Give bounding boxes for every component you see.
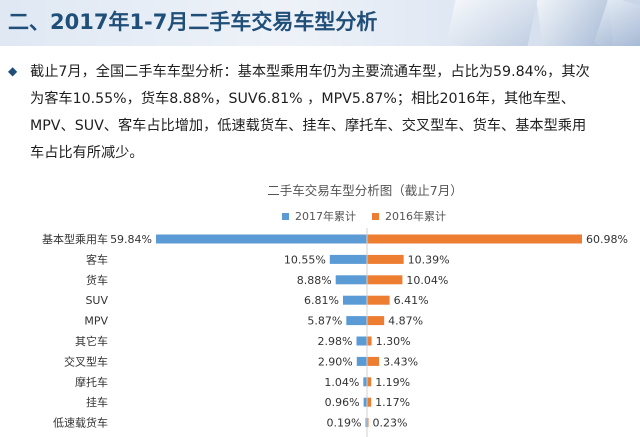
data-label-2017: 1.04% bbox=[324, 376, 359, 389]
bar-2017 bbox=[356, 356, 367, 366]
bar-2016 bbox=[367, 336, 372, 346]
data-label-2016: 10.04% bbox=[406, 274, 448, 287]
decorative-cube-shape bbox=[446, 0, 538, 46]
data-label-2017: 0.96% bbox=[325, 396, 360, 409]
category-label: 客车 bbox=[86, 252, 108, 266]
bar-2016 bbox=[367, 234, 582, 244]
bar-2017 bbox=[356, 336, 367, 346]
category-label: 货车 bbox=[86, 273, 108, 287]
summary-text: ◆ 截止7月，全国二手车车型分析：基本型乘用车仍为主要流通车型，占比为59.84%… bbox=[8, 58, 636, 167]
bar-2017 bbox=[365, 418, 367, 428]
diamond-bullet-icon: ◆ bbox=[8, 64, 18, 78]
data-label-2016: 0.23% bbox=[373, 417, 408, 430]
data-label-2016: 4.87% bbox=[388, 315, 423, 328]
data-label-2016: 1.17% bbox=[375, 396, 410, 409]
bar-2017 bbox=[342, 295, 367, 305]
data-label-2017: 59.84% bbox=[110, 233, 152, 246]
bar-2016 bbox=[367, 275, 403, 285]
bar-2017 bbox=[335, 275, 367, 285]
category-label: 摩托车 bbox=[75, 375, 108, 389]
summary-line: MPV、SUV、客车占比增加，低速载货车、挂车、摩托车、交叉型车、货车、基本型乘… bbox=[30, 118, 587, 134]
bar-2017 bbox=[363, 377, 367, 387]
data-label-2017: 6.81% bbox=[304, 294, 339, 307]
bar-2016 bbox=[367, 254, 404, 264]
chart-title: 二手车交易车型分析图（截止7月） bbox=[267, 183, 463, 198]
category-label: SUV bbox=[85, 294, 108, 307]
summary-line: 为客车10.55%，货车8.88%，SUV6.81% ，MPV5.87%；相比2… bbox=[30, 91, 575, 107]
category-label: 基本型乘用车 bbox=[42, 232, 108, 246]
legend-label-2017: 2017年累计 bbox=[295, 209, 356, 223]
bar-2017 bbox=[156, 234, 367, 244]
page-title: 二、2017年1-7月二手车交易车型分析 bbox=[8, 10, 378, 34]
summary-line: 车占比有所减少。 bbox=[30, 145, 144, 161]
summary-line-text: 截止7月，全国二手车车型分析：基本型乘用车仍为主要流通车型，占比为59.84%，… bbox=[30, 64, 590, 80]
category-label: MPV bbox=[84, 315, 108, 328]
category-label: 交叉型车 bbox=[64, 354, 108, 368]
legend-swatch-2016 bbox=[372, 213, 379, 220]
data-label-2017: 2.90% bbox=[318, 355, 353, 368]
data-label-2016: 3.43% bbox=[383, 355, 418, 368]
data-label-2017: 0.19% bbox=[327, 417, 362, 430]
bar-2016 bbox=[367, 356, 380, 366]
bar-2016 bbox=[367, 397, 372, 407]
legend-swatch-2017 bbox=[282, 213, 289, 220]
category-label: 挂车 bbox=[86, 395, 108, 409]
legend-label-2016: 2016年累计 bbox=[385, 209, 446, 223]
data-label-2017: 2.98% bbox=[318, 335, 353, 348]
data-label-2016: 6.41% bbox=[394, 294, 429, 307]
bar-2017 bbox=[363, 397, 367, 407]
bar-2016 bbox=[367, 316, 385, 326]
data-label-2016: 1.30% bbox=[376, 335, 411, 348]
data-label-2016: 60.98% bbox=[586, 233, 628, 246]
bar-2016 bbox=[367, 295, 390, 305]
data-label-2016: 10.39% bbox=[408, 253, 450, 266]
bar-2016 bbox=[367, 377, 372, 387]
data-label-2016: 1.19% bbox=[375, 376, 410, 389]
bar-2017 bbox=[329, 254, 367, 264]
data-label-2017: 10.55% bbox=[284, 253, 326, 266]
category-label: 其它车 bbox=[75, 334, 108, 348]
data-label-2017: 5.87% bbox=[307, 315, 342, 328]
bar-2017 bbox=[346, 316, 367, 326]
section-header: 二、2017年1-7月二手车交易车型分析 bbox=[0, 0, 640, 46]
data-label-2017: 8.88% bbox=[297, 274, 332, 287]
summary-line: ◆ 截止7月，全国二手车车型分析：基本型乘用车仍为主要流通车型，占比为59.84%… bbox=[8, 58, 636, 86]
bar-2016 bbox=[367, 418, 369, 428]
category-label: 低速载货车 bbox=[53, 416, 108, 430]
